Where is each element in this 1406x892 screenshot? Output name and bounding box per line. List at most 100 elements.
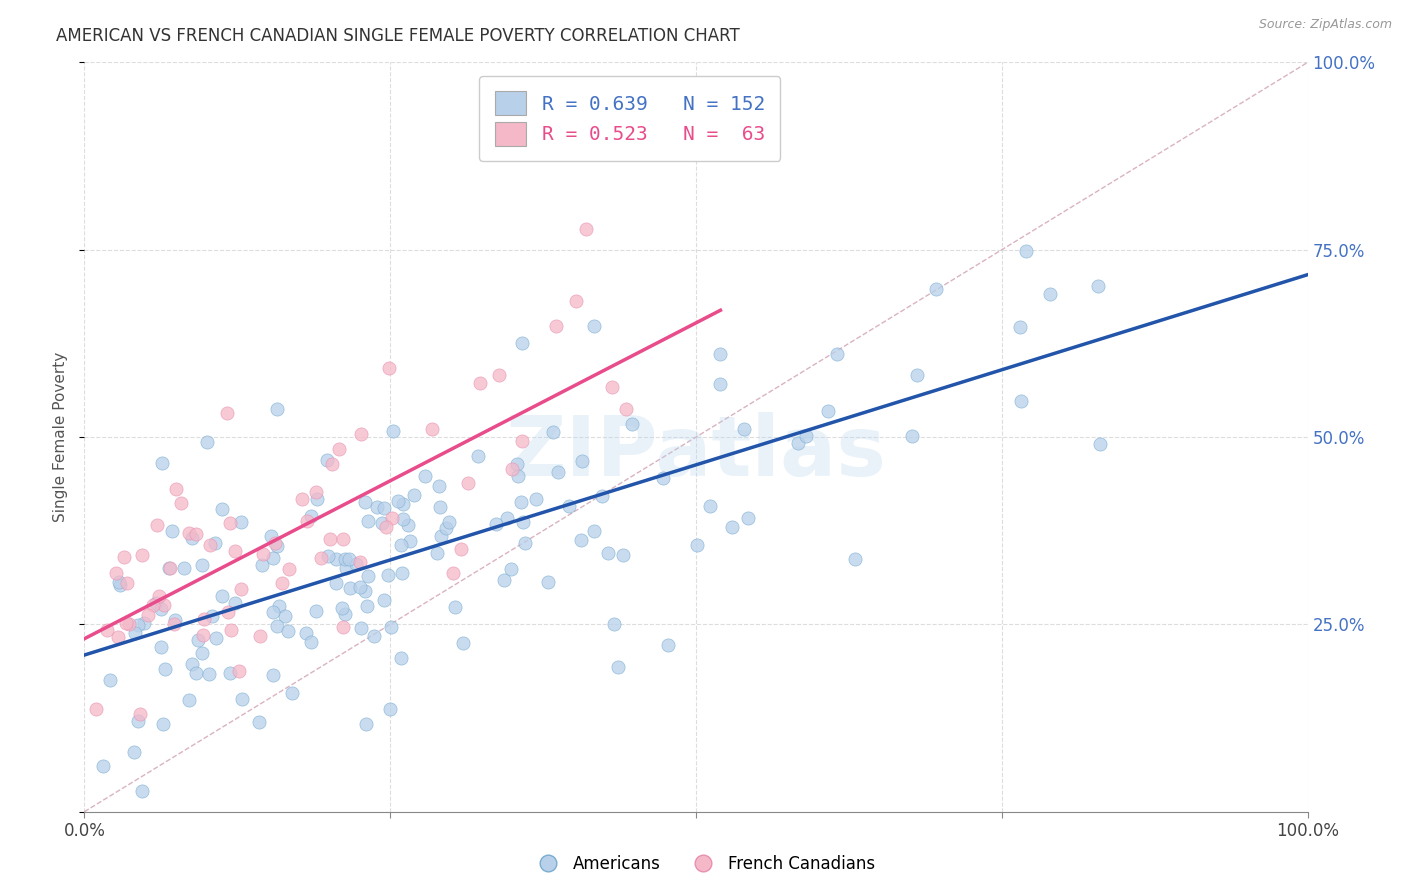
Point bbox=[612, 548, 634, 562]
Point bbox=[98, 673, 121, 687]
Point bbox=[305, 604, 328, 618]
Point bbox=[299, 635, 322, 649]
Point bbox=[309, 550, 332, 565]
Point bbox=[163, 617, 186, 632]
Point bbox=[575, 222, 598, 236]
Point bbox=[373, 593, 395, 607]
Point bbox=[219, 623, 242, 637]
Point bbox=[371, 516, 394, 531]
Point bbox=[427, 479, 450, 493]
Point bbox=[316, 549, 339, 563]
Point bbox=[280, 686, 302, 700]
Point bbox=[420, 422, 443, 436]
Point bbox=[252, 547, 274, 561]
Point bbox=[794, 429, 817, 443]
Point bbox=[335, 560, 357, 574]
Point bbox=[501, 461, 523, 475]
Point bbox=[291, 491, 314, 506]
Point bbox=[444, 599, 467, 614]
Point bbox=[193, 612, 215, 626]
Point bbox=[392, 497, 415, 511]
Point bbox=[271, 575, 294, 590]
Point bbox=[184, 527, 207, 541]
Point bbox=[524, 492, 547, 507]
Point bbox=[269, 599, 291, 614]
Point bbox=[337, 552, 360, 566]
Point bbox=[1010, 320, 1032, 334]
Point bbox=[96, 624, 118, 638]
Point bbox=[149, 602, 172, 616]
Point bbox=[204, 632, 226, 646]
Point bbox=[543, 425, 565, 439]
Point bbox=[295, 515, 318, 529]
Point bbox=[583, 524, 606, 538]
Point bbox=[398, 534, 420, 549]
Point bbox=[373, 501, 395, 516]
Point bbox=[325, 576, 347, 591]
Point bbox=[413, 469, 436, 483]
Point bbox=[181, 657, 204, 671]
Point bbox=[219, 516, 242, 530]
Point bbox=[430, 529, 453, 543]
Point bbox=[544, 318, 567, 333]
Point bbox=[344, 557, 367, 571]
Point bbox=[266, 619, 288, 633]
Point bbox=[198, 537, 221, 551]
Point bbox=[699, 500, 721, 514]
Point bbox=[547, 466, 569, 480]
Point bbox=[350, 621, 373, 635]
Point bbox=[387, 493, 409, 508]
Point bbox=[366, 500, 388, 514]
Point bbox=[195, 435, 218, 450]
Point bbox=[132, 615, 155, 630]
Point bbox=[219, 665, 242, 680]
Point bbox=[709, 376, 731, 391]
Point bbox=[378, 702, 401, 716]
Point bbox=[485, 516, 508, 531]
Point bbox=[436, 521, 458, 535]
Point bbox=[787, 436, 810, 450]
Point bbox=[380, 620, 402, 634]
Point bbox=[620, 417, 643, 431]
Point bbox=[357, 514, 380, 528]
Point bbox=[177, 693, 200, 707]
Point bbox=[117, 576, 139, 591]
Legend: Americans, French Canadians: Americans, French Canadians bbox=[524, 848, 882, 880]
Point bbox=[603, 616, 626, 631]
Point bbox=[131, 549, 153, 563]
Point bbox=[318, 533, 340, 547]
Point bbox=[389, 651, 412, 665]
Point bbox=[817, 404, 839, 418]
Point bbox=[349, 580, 371, 594]
Point bbox=[247, 715, 270, 730]
Point bbox=[354, 495, 377, 509]
Point bbox=[177, 526, 200, 541]
Point bbox=[510, 495, 533, 509]
Point bbox=[159, 561, 181, 575]
Point bbox=[127, 618, 149, 632]
Point bbox=[1090, 437, 1112, 451]
Point bbox=[224, 596, 246, 610]
Point bbox=[305, 492, 328, 507]
Point bbox=[266, 402, 288, 417]
Point bbox=[402, 488, 425, 502]
Point bbox=[592, 489, 614, 503]
Point bbox=[558, 499, 581, 513]
Point bbox=[107, 630, 129, 644]
Point bbox=[335, 552, 357, 566]
Point bbox=[496, 511, 519, 525]
Point bbox=[426, 546, 449, 560]
Point bbox=[122, 745, 145, 759]
Point bbox=[277, 562, 299, 576]
Point bbox=[180, 531, 202, 545]
Point bbox=[266, 539, 288, 553]
Point bbox=[512, 515, 534, 529]
Point bbox=[211, 589, 233, 603]
Point bbox=[201, 608, 224, 623]
Point bbox=[363, 629, 385, 643]
Point bbox=[146, 517, 169, 532]
Point bbox=[451, 636, 474, 650]
Point bbox=[429, 500, 451, 514]
Point bbox=[262, 605, 284, 619]
Point bbox=[356, 569, 378, 583]
